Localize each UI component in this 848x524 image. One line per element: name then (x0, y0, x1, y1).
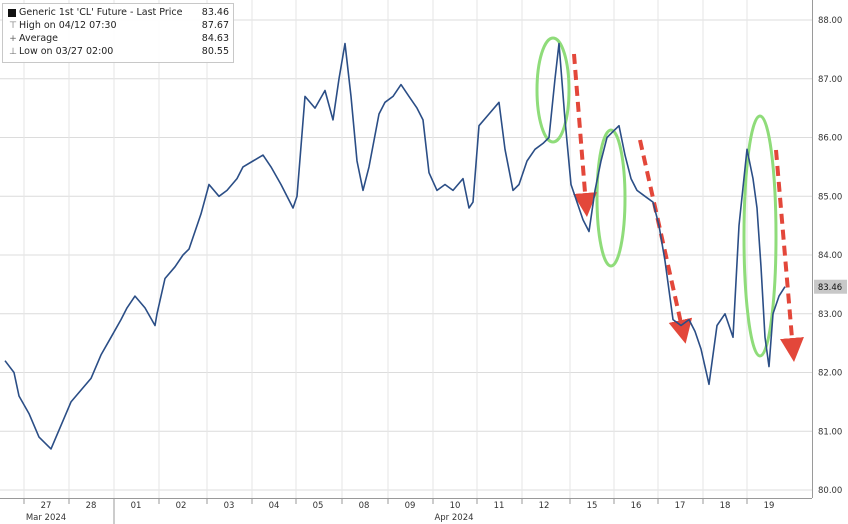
plot-background (0, 0, 812, 498)
legend-average-label: Average (19, 33, 59, 44)
x-tick-label: 28 (86, 501, 97, 511)
x-tick-label: 12 (539, 501, 550, 511)
average-marker-icon: + (9, 33, 17, 44)
x-tick-label: 15 (587, 501, 598, 511)
x-tick-label: 01 (131, 501, 142, 511)
y-tick-label: 82.00 (818, 369, 842, 379)
y-tick-labels: 80.00 81.00 82.00 83.00 84.00 85.00 86.00 87.00… (818, 16, 842, 496)
y-tick-label: 81.00 (818, 427, 842, 437)
highlight-ellipse (742, 114, 778, 358)
x-tick-label: 27 (41, 501, 52, 511)
last-price-tag-box (814, 279, 847, 294)
price-series-line (4, 42, 786, 450)
trend-arrow (774, 149, 804, 362)
low-marker-icon: ⊥ (9, 46, 17, 57)
last-price-tag: 83.46 (814, 279, 847, 294)
y-tick-label: 85.00 (818, 192, 842, 202)
x-tick-label: 08 (359, 501, 370, 511)
legend-high-value: 87.67 (201, 20, 229, 31)
x-tick-label: 03 (224, 501, 235, 511)
legend-average-value: 84.63 (201, 33, 229, 44)
legend-title: Generic 1st 'CL' Future - Last Price (19, 7, 183, 18)
x-tick-label: 10 (450, 501, 461, 511)
y-tick-label: 86.00 (818, 134, 842, 144)
x-tick-label: 16 (631, 501, 642, 511)
last-price-tag-label: 83.46 (818, 283, 842, 293)
x-tick-label: 04 (269, 501, 280, 511)
y-tick-label: 87.00 (818, 75, 842, 85)
legend-low-label: Low on 03/27 02:00 (19, 46, 114, 57)
x-tick-labels: 27 28 01 02 03 04 05 08 09 10 11 12 15 16 17 18 19 Mar 20… (23, 498, 775, 524)
legend-average-row: + Average 84.63 (7, 32, 229, 45)
highlight-ellipse (535, 36, 571, 144)
high-marker-icon: ⊤ (9, 20, 17, 31)
legend-high-label: High on 04/12 07:30 (19, 20, 117, 31)
trend-arrow (572, 53, 598, 217)
legend-title-row: Generic 1st 'CL' Future - Last Price 83.… (7, 6, 229, 19)
y-tick-label: 84.00 (818, 251, 842, 261)
x-month-label: Apr 2024 (434, 513, 473, 523)
x-tick-label: 18 (720, 501, 731, 511)
x-tick-label: 19 (764, 501, 775, 511)
x-month-label: Mar 2024 (26, 513, 66, 523)
legend-low-value: 80.55 (201, 46, 229, 57)
x-tick-label: 17 (675, 501, 686, 511)
y-tick-label: 80.00 (818, 486, 842, 496)
legend-series-swatch (8, 8, 16, 17)
x-tick-label: 05 (313, 501, 324, 511)
legend-low-row: ⊥ Low on 03/27 02:00 80.55 (7, 45, 229, 58)
x-tick-label: 11 (494, 501, 505, 511)
grid-lines (0, 0, 812, 498)
legend-high-row: ⊤ High on 04/12 07:30 87.67 (7, 19, 229, 32)
y-tick-label: 83.00 (818, 310, 842, 320)
x-tick-label: 09 (405, 501, 416, 511)
series-lines (4, 42, 786, 450)
y-tick-label: 88.00 (818, 16, 842, 26)
legend-box: Generic 1st 'CL' Future - Last Price 83.… (2, 3, 234, 63)
legend-last-value: 83.46 (201, 7, 229, 18)
x-tick-label: 02 (176, 501, 187, 511)
